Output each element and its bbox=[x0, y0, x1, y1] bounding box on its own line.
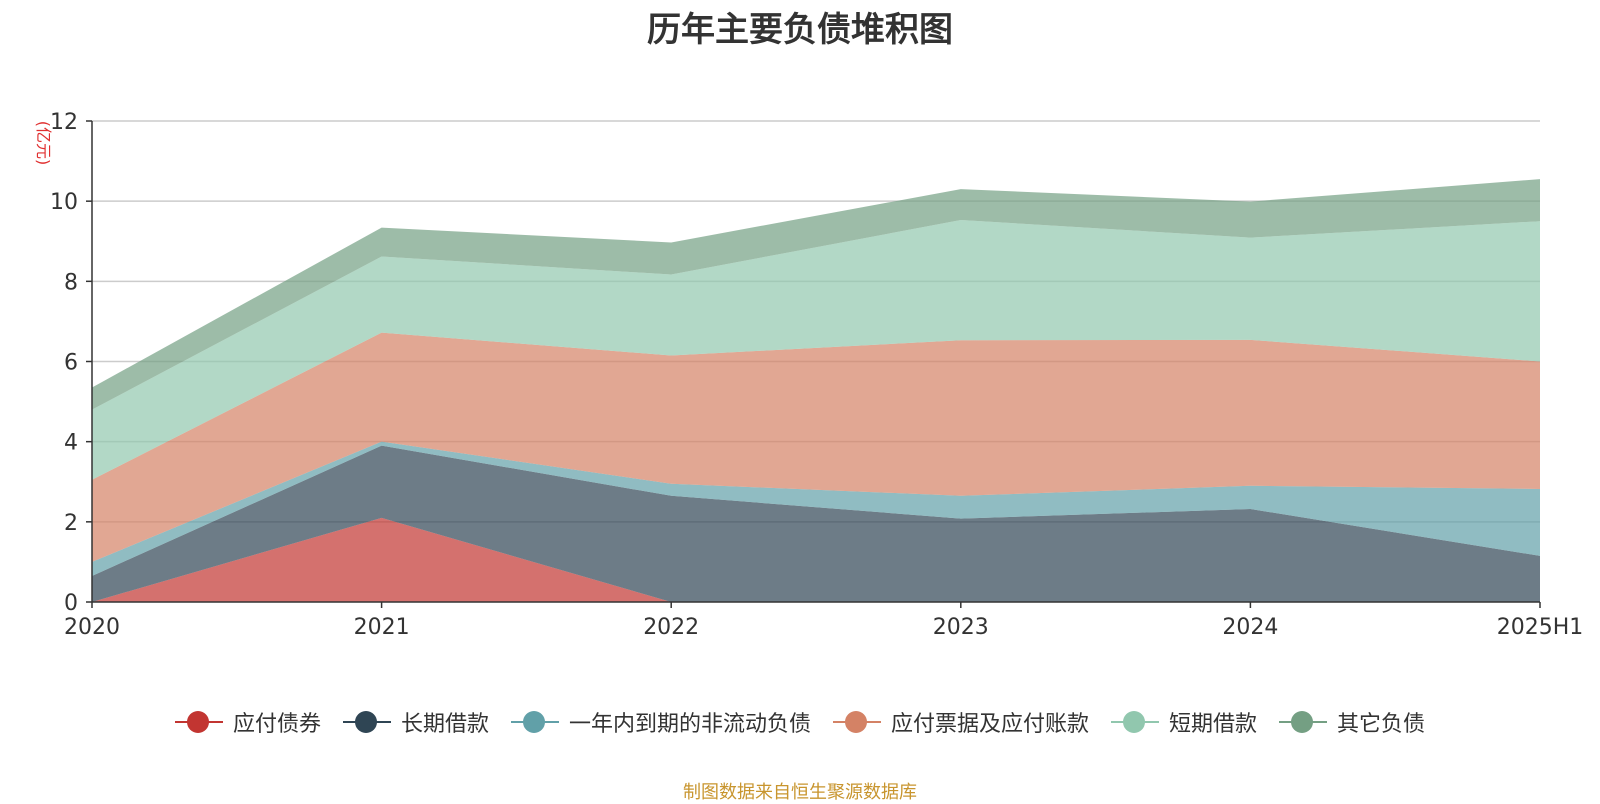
legend-label: 应付债券 bbox=[232, 712, 321, 737]
legend-item[interactable]: 短期借款 bbox=[1111, 706, 1257, 738]
chart-title: 历年主要负债堆积图 bbox=[647, 10, 953, 50]
legend-item[interactable]: 长期借款 bbox=[342, 706, 489, 738]
y-axis-unit-label: (亿元) bbox=[34, 121, 53, 166]
legend-item[interactable]: 其它负债 bbox=[1279, 706, 1425, 738]
area-series bbox=[92, 441, 1540, 576]
x-tick-label: 2021 bbox=[354, 615, 410, 640]
legend-swatch-icon bbox=[174, 711, 223, 733]
legend-swatch-icon bbox=[833, 711, 881, 733]
legend-swatch-icon bbox=[342, 711, 391, 733]
x-tick-label: 2023 bbox=[933, 615, 989, 640]
area-series bbox=[92, 332, 1540, 562]
y-tick-label: 8 bbox=[64, 270, 78, 295]
x-tick-label: 2025H1 bbox=[1497, 615, 1584, 640]
legend-label: 短期借款 bbox=[1169, 712, 1258, 737]
y-tick-label: 4 bbox=[64, 431, 78, 456]
y-tick-label: 2 bbox=[64, 511, 78, 536]
legend-swatch-icon bbox=[1279, 711, 1328, 733]
legend-item[interactable]: 应付债券 bbox=[174, 706, 321, 738]
legend-label: 一年内到期的非流动负债 bbox=[568, 712, 811, 737]
x-tick-label: 2020 bbox=[64, 615, 120, 640]
source-note: 制图数据来自恒生聚源数据库 bbox=[683, 782, 917, 803]
area-series bbox=[92, 220, 1540, 480]
y-tick-label: 6 bbox=[64, 351, 78, 376]
area-series bbox=[92, 445, 1540, 602]
y-tick-label: 12 bbox=[50, 110, 78, 135]
legend-label: 长期借款 bbox=[400, 712, 489, 737]
legend-label: 应付票据及应付账款 bbox=[891, 712, 1090, 737]
axes: 0 2 4 6 8 10 12 2020 2021 2022 2023 2024 2025H1 bbox=[50, 110, 1583, 640]
x-tick-label: 2022 bbox=[643, 615, 699, 640]
legend-swatch-icon bbox=[1111, 711, 1160, 733]
stacked-area-chart: 0 2 4 6 8 10 12 2020 2021 2022 2023 2024 2025H1 (亿元) bbox=[34, 110, 1583, 640]
area-series bbox=[92, 179, 1540, 410]
legend-item[interactable]: 应付票据及应付账款 bbox=[833, 706, 1089, 738]
y-tick-label: 0 bbox=[64, 591, 78, 616]
y-tick-label: 10 bbox=[50, 190, 78, 215]
x-tick-label: 2024 bbox=[1222, 615, 1278, 640]
area-series bbox=[92, 179, 1540, 602]
legend-item[interactable]: 一年内到期的非流动负债 bbox=[510, 706, 811, 738]
legend: 应付债券 长期借款 一年内到期的非流动负债 应付票据及应付账款 短期借款 其它负债 bbox=[0, 704, 1600, 740]
legend-swatch-icon bbox=[510, 711, 559, 733]
area-series bbox=[92, 517, 1540, 602]
legend-label: 其它负债 bbox=[1337, 712, 1426, 737]
